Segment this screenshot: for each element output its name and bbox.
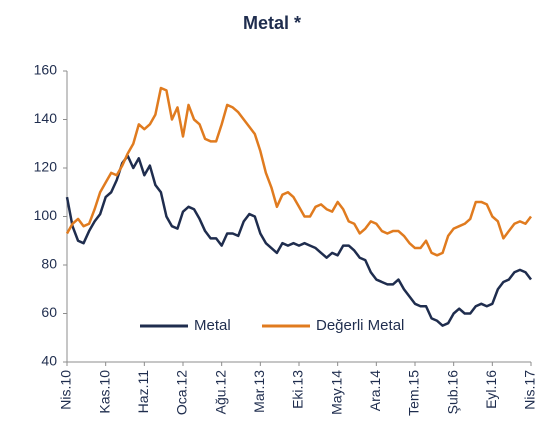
x-tick-label: Nis.17 [522, 370, 538, 410]
data-line [65, 154, 532, 327]
y-tick-label: 140 [34, 110, 58, 126]
y-tick-label: 40 [41, 353, 57, 369]
x-tick-label: Kas.10 [96, 370, 112, 414]
x-tick-label: Ağu.12 [212, 370, 228, 415]
x-tick-label: Haz.11 [135, 370, 151, 414]
chart-title: Metal * [243, 13, 301, 33]
x-tick-label: Oca.12 [174, 370, 190, 415]
x-tick-label: Nis.10 [58, 370, 74, 410]
data-line [65, 86, 532, 257]
x-tick-label: May.14 [328, 370, 344, 415]
x-tick-label: Ara.14 [367, 370, 383, 411]
x-tick-label: Şub.16 [444, 370, 460, 415]
x-tick-label: Eki.13 [290, 370, 306, 409]
legend-label: Metal [194, 317, 231, 334]
x-tick-label: Tem.15 [406, 370, 422, 416]
y-tick-label: 80 [41, 256, 57, 272]
x-tick-label: Eyl.16 [483, 370, 499, 409]
y-tick-label: 60 [41, 304, 57, 320]
y-tick-label: 100 [34, 207, 58, 223]
legend-label: Değerli Metal [316, 317, 404, 334]
y-tick-label: 120 [34, 159, 58, 175]
y-tick-label: 160 [34, 62, 58, 78]
x-tick-label: Mar.13 [251, 370, 267, 413]
